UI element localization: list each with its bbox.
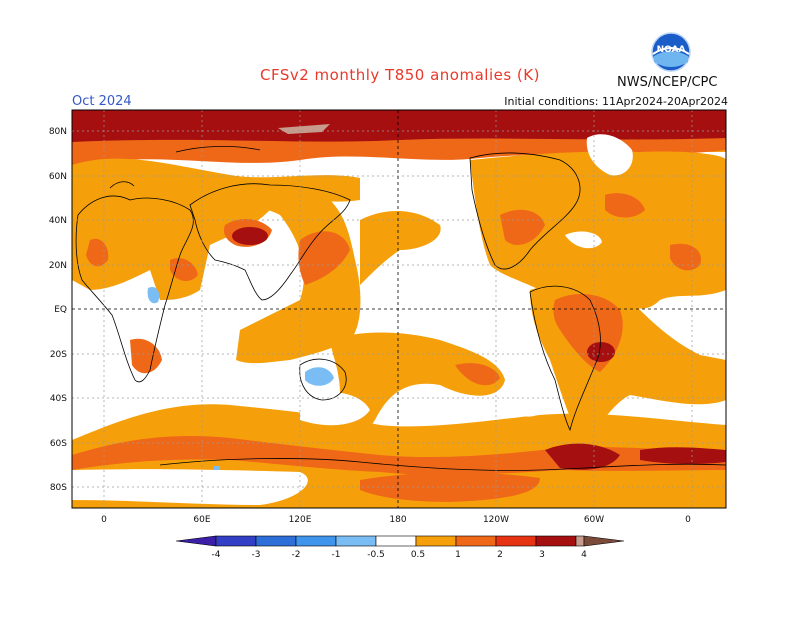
colorbar-arrow-low	[175, 535, 217, 547]
colorbar-label: -1	[332, 550, 341, 560]
colorbar-cell	[375, 535, 417, 547]
lon-label: 0	[685, 515, 691, 525]
colorbar-label: 0.5	[411, 550, 425, 560]
chart-title: CFSv2 monthly T850 anomalies (K)	[260, 66, 540, 84]
lon-label: 60E	[193, 515, 210, 525]
colorbar-label: -3	[252, 550, 261, 560]
longitude-labels: 0 60E 120E 180 120W 60W 0	[101, 515, 691, 525]
lat-label: 80S	[50, 483, 67, 493]
noaa-logo-text: NOAA	[657, 45, 686, 55]
colorbar-label: -0.5	[367, 550, 385, 560]
colorbar-cell	[575, 535, 585, 547]
map-frame	[71, 109, 727, 509]
colorbar	[175, 535, 625, 547]
colorbar-label: 1	[455, 550, 461, 560]
lat-label: 80N	[49, 127, 67, 137]
colorbar-cell	[295, 535, 337, 547]
lat-label: 40N	[49, 216, 67, 226]
initial-conditions: Initial conditions: 11Apr2024-20Apr2024	[504, 95, 728, 108]
colorbar-cell	[255, 535, 297, 547]
colorbar-arrow-high	[583, 535, 625, 547]
lat-label: EQ	[54, 305, 67, 315]
lat-label: 60N	[49, 172, 67, 182]
lat-label: 40S	[50, 394, 67, 404]
lat-label: 60S	[50, 439, 67, 449]
agency-label: NWS/NCEP/CPC	[617, 75, 718, 90]
coastlines	[75, 145, 726, 471]
colorbar-cell	[455, 535, 497, 547]
colorbar-cell	[215, 535, 257, 547]
forecast-month: Oct 2024	[72, 94, 132, 109]
colorbar-label: 2	[497, 550, 503, 560]
colorbar-cell	[495, 535, 537, 547]
lon-label: 0	[101, 515, 107, 525]
colorbar-label: -2	[292, 550, 301, 560]
lon-label: 120E	[289, 515, 312, 525]
colorbar-cell	[535, 535, 577, 547]
colorbar-cell	[335, 535, 377, 547]
colorbar-labels: -4 -3 -2 -1 -0.5 0.5 1 2 3 4	[212, 550, 588, 560]
lat-label: 20N	[49, 261, 67, 271]
colorbar-label: 4	[581, 550, 587, 560]
colorbar-cell	[415, 535, 457, 547]
lon-label: 180	[389, 515, 406, 525]
lon-label: 120W	[483, 515, 509, 525]
gridlines	[72, 110, 726, 508]
colorbar-label: 3	[539, 550, 545, 560]
latitude-labels: 80N 60N 40N 20N EQ 20S 40S 60S 80S	[49, 127, 67, 493]
lon-label: 60W	[584, 515, 604, 525]
lat-label: 20S	[50, 350, 67, 360]
noaa-logo: NOAA	[651, 32, 691, 72]
colorbar-label: -4	[212, 550, 221, 560]
